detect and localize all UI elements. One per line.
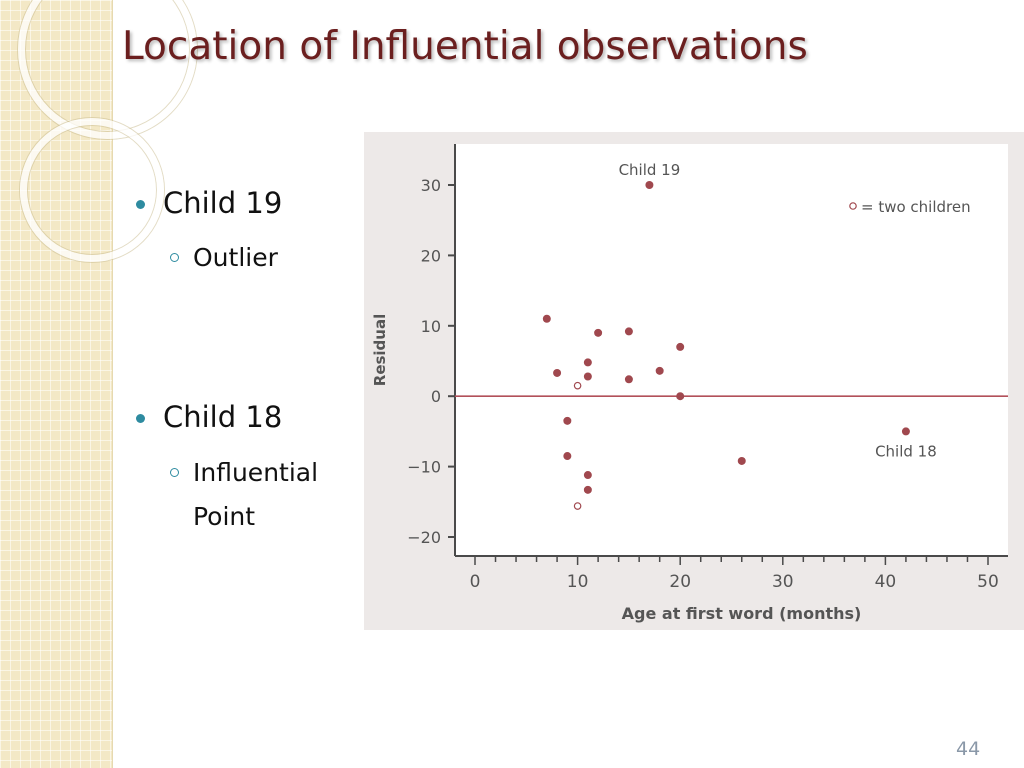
residual-plot-svg: 30 20 10 0 −10 −20 0 10 20 30 40 50 Child 19 Child 18… xyxy=(371,144,1008,623)
bullet-dot-icon xyxy=(136,414,145,423)
residual-plot: 30 20 10 0 −10 −20 0 10 20 30 40 50 Child 19 Child 18… xyxy=(364,132,1024,630)
y-tick-label: −10 xyxy=(407,458,441,477)
data-point-two-children xyxy=(573,381,582,390)
x-tick-label: 20 xyxy=(669,572,691,592)
data-point xyxy=(645,181,654,189)
decorative-ring xyxy=(18,0,197,139)
sub-bullet-circle-icon xyxy=(170,468,179,477)
data-point xyxy=(583,485,592,494)
y-tick-label: 10 xyxy=(421,317,441,336)
data-point xyxy=(553,368,562,377)
bullet-label: Child 19 xyxy=(163,186,283,220)
page-number: 44 xyxy=(956,738,981,760)
x-tick-label: 40 xyxy=(875,572,897,592)
y-axis-title: Residual xyxy=(371,314,389,386)
legend-label: = two children xyxy=(861,198,971,216)
sub-bullet-label-line-2: Point xyxy=(193,502,256,531)
bullet-label: Child 18 xyxy=(163,400,283,434)
x-tick-label: 50 xyxy=(977,572,999,592)
annotation-child-19: Child 19 xyxy=(619,161,681,179)
data-point xyxy=(737,456,746,465)
data-point xyxy=(594,328,603,337)
data-point xyxy=(583,471,592,480)
data-point xyxy=(542,314,551,323)
x-tick-label: 30 xyxy=(772,572,794,592)
sub-bullet-circle-icon xyxy=(170,253,179,262)
x-tick-label: 0 xyxy=(470,572,481,592)
y-tick-label: 30 xyxy=(421,176,441,195)
data-point-two-children xyxy=(573,502,582,510)
legend-open-circle-icon xyxy=(849,202,857,210)
y-tick-label: −20 xyxy=(407,528,441,547)
data-point xyxy=(583,358,592,367)
data-point xyxy=(624,375,633,384)
data-point xyxy=(583,372,592,381)
data-point xyxy=(901,427,910,436)
annotation-child-18: Child 18 xyxy=(875,442,937,460)
x-tick-label: 10 xyxy=(567,572,589,592)
y-tick-label: 20 xyxy=(421,246,441,265)
data-point xyxy=(655,366,664,375)
sub-bullet-label-line-1: Influential xyxy=(193,458,319,487)
data-point xyxy=(563,452,572,461)
y-tick-label: 0 xyxy=(431,387,441,406)
bullet-dot-icon xyxy=(136,200,145,209)
x-axis-title: Age at first word (months) xyxy=(622,604,862,623)
data-point xyxy=(563,416,572,425)
sub-bullet-label: Outlier xyxy=(193,243,278,272)
decorative-sidebar xyxy=(0,0,197,768)
data-point xyxy=(676,392,685,401)
data-point xyxy=(624,327,633,336)
data-point xyxy=(676,342,685,351)
decorative-ring xyxy=(20,118,164,262)
slide-title: Location of Influential observations xyxy=(122,24,808,69)
plot-area xyxy=(455,144,1008,556)
